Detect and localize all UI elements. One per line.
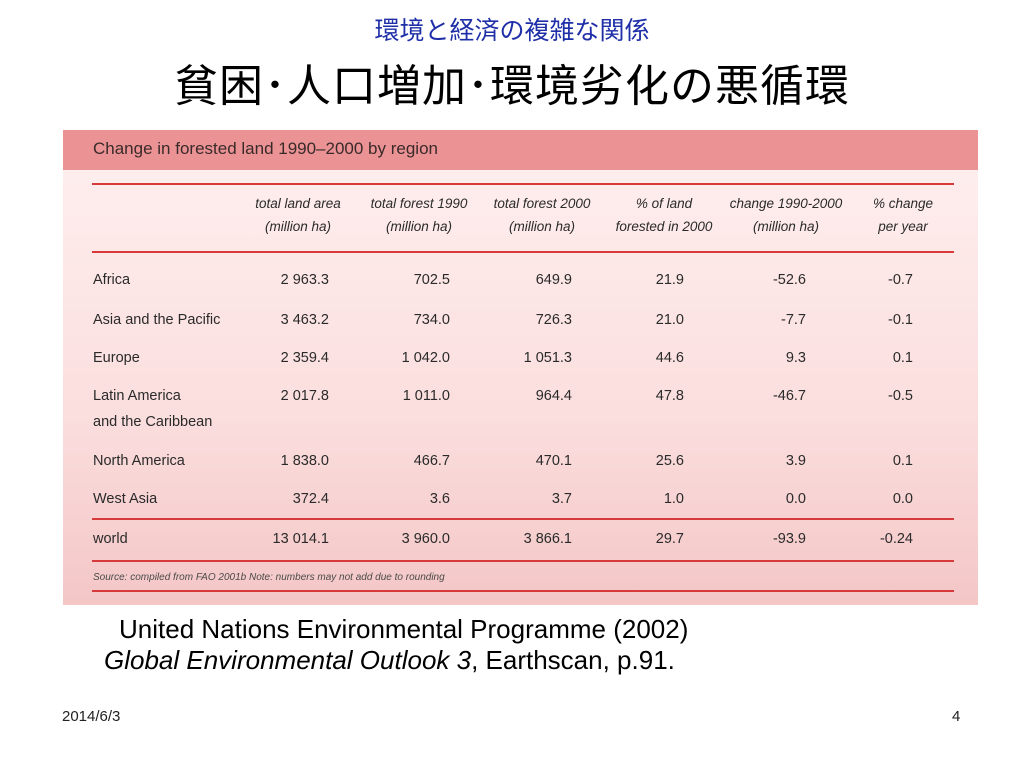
row-label: world <box>93 531 128 547</box>
cell-change: 9.3 <box>785 350 806 366</box>
col-header-forest-1990: total forest 1990 (million ha) <box>359 192 479 238</box>
cell-pct-change: -0.24 <box>879 531 913 547</box>
slide-subtitle: 環境と経済の複雑な関係 <box>374 16 650 45</box>
table-total-rule <box>92 518 954 520</box>
figure-bottom-rule <box>92 590 954 592</box>
cell-pct-change: 0.1 <box>892 453 913 469</box>
citation-line-2: Global Environmental Outlook 3, Earthsca… <box>0 645 1024 676</box>
cell-total-land: 3 463.2 <box>280 312 329 328</box>
citation-publication-info: , Earthscan, p.91. <box>471 645 675 675</box>
figure-title: Change in forested land 1990–2000 by reg… <box>93 139 438 158</box>
cell-forest-2000: 470.1 <box>535 453 572 469</box>
table-header-rule <box>92 251 954 253</box>
col-header-line1: change 1990-2000 <box>729 196 843 211</box>
citation-publisher: United Nations Environmental Programme (… <box>119 614 689 644</box>
slide-page-number: 4 <box>952 708 961 725</box>
row-label: Europe <box>93 350 140 366</box>
cell-pct-forested: 44.6 <box>655 350 684 366</box>
row-label: Latin America <box>93 388 181 404</box>
col-header-forest-2000: total forest 2000 (million ha) <box>482 192 602 238</box>
col-header-line2: (million ha) <box>385 219 453 234</box>
cell-pct-forested: 21.0 <box>655 312 684 328</box>
row-label: North America <box>93 453 185 469</box>
row-label: West Asia <box>93 491 158 507</box>
cell-pct-change: -0.5 <box>888 388 913 404</box>
table-top-rule <box>92 183 954 185</box>
cell-change: -93.9 <box>772 531 806 547</box>
col-header-total-land: total land area (million ha) <box>238 192 358 238</box>
col-header-line2: (million ha) <box>752 219 820 234</box>
col-header-line1: total forest 1990 <box>370 196 468 211</box>
cell-pct-forested: 1.0 <box>663 491 684 507</box>
source-note: Source: compiled from FAO 2001b Note: nu… <box>93 572 445 583</box>
citation-line-1: United Nations Environmental Programme (… <box>0 614 1024 645</box>
col-header-line1: % change <box>872 196 934 211</box>
col-header-pct-forested: % of land forested in 2000 <box>604 192 724 238</box>
cell-change: -52.6 <box>772 272 806 288</box>
cell-pct-change: -0.1 <box>888 312 913 328</box>
cell-forest-1990: 466.7 <box>413 453 450 469</box>
cell-forest-1990: 3 960.0 <box>401 531 450 547</box>
cell-pct-forested: 47.8 <box>655 388 684 404</box>
cell-forest-1990: 3.6 <box>429 491 450 507</box>
cell-pct-forested: 21.9 <box>655 272 684 288</box>
cell-forest-1990: 734.0 <box>413 312 450 328</box>
row-label: Africa <box>93 272 131 288</box>
col-header-line2: per year <box>878 219 928 234</box>
row-label: Asia and the Pacific <box>93 312 221 328</box>
cell-pct-forested: 29.7 <box>655 531 684 547</box>
row-label-continued: and the Caribbean <box>93 414 213 430</box>
table-bottom-rule <box>92 560 954 562</box>
cell-total-land: 13 014.1 <box>272 531 329 547</box>
cell-total-land: 1 838.0 <box>280 453 329 469</box>
cell-total-land: 2 017.8 <box>280 388 329 404</box>
cell-total-land: 2 359.4 <box>280 350 329 366</box>
citation-book-title: Global Environmental Outlook 3 <box>104 645 472 675</box>
slide-title: 貧困･人口増加･環境劣化の悪循環 <box>174 61 850 112</box>
col-header-line1: % of land <box>635 196 693 211</box>
col-header-change: change 1990-2000 (million ha) <box>726 192 846 238</box>
cell-change: -46.7 <box>772 388 806 404</box>
col-header-line1: total forest 2000 <box>493 196 591 211</box>
col-header-line2: (million ha) <box>264 219 332 234</box>
cell-pct-change: -0.7 <box>888 272 913 288</box>
cell-forest-2000: 1 051.3 <box>523 350 572 366</box>
cell-pct-change: 0.1 <box>892 350 913 366</box>
col-header-line2: forested in 2000 <box>615 219 713 234</box>
slide-date: 2014/6/3 <box>62 708 121 725</box>
cell-forest-1990: 1 042.0 <box>401 350 450 366</box>
cell-total-land: 2 963.3 <box>280 272 329 288</box>
col-header-line1: total land area <box>255 196 341 211</box>
col-header-line2: (million ha) <box>508 219 576 234</box>
cell-pct-change: 0.0 <box>892 491 913 507</box>
cell-forest-2000: 3.7 <box>551 491 572 507</box>
forest-table-figure: Change in forested land 1990–2000 by reg… <box>63 130 978 605</box>
col-header-pct-change: % change per year <box>843 192 963 238</box>
cell-forest-1990: 702.5 <box>413 272 450 288</box>
cell-change: -7.7 <box>781 312 806 328</box>
cell-forest-2000: 649.9 <box>535 272 572 288</box>
cell-forest-1990: 1 011.0 <box>402 388 450 404</box>
figure-header-bar: Change in forested land 1990–2000 by reg… <box>63 130 978 170</box>
cell-change: 3.9 <box>785 453 806 469</box>
cell-pct-forested: 25.6 <box>655 453 684 469</box>
cell-forest-2000: 3 866.1 <box>523 531 572 547</box>
cell-forest-2000: 726.3 <box>535 312 572 328</box>
cell-total-land: 372.4 <box>292 491 329 507</box>
cell-change: 0.0 <box>785 491 806 507</box>
cell-forest-2000: 964.4 <box>535 388 572 404</box>
